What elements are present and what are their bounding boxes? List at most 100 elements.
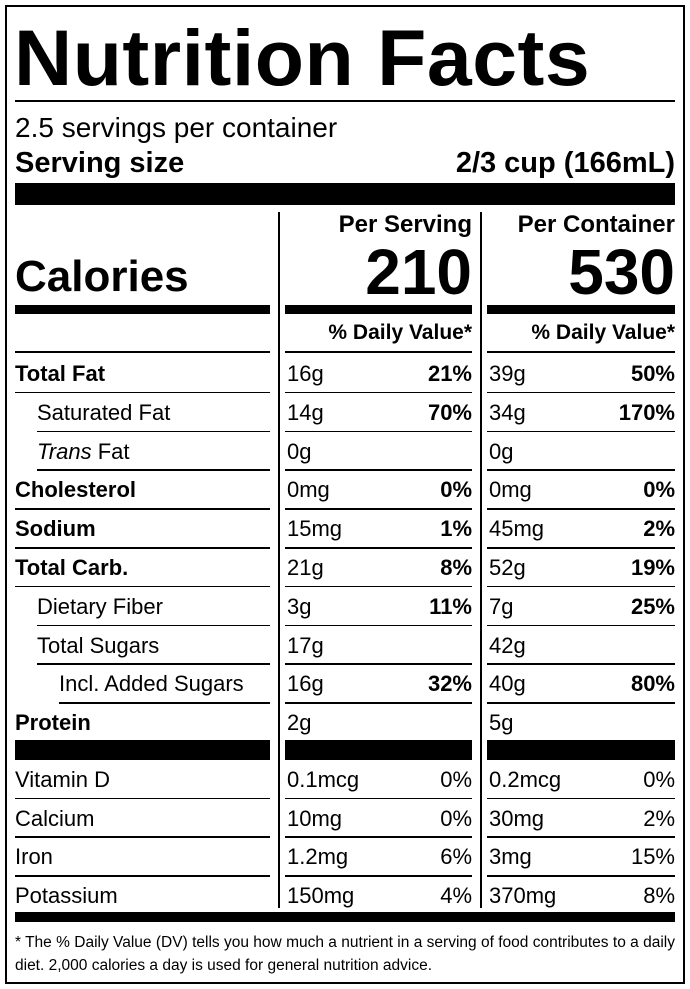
row-name: Potassium — [15, 882, 118, 908]
daily-value: 1% — [440, 516, 472, 542]
row-name: Sodium — [15, 516, 96, 542]
daily-value: 19% — [630, 555, 675, 580]
column-heading: Per Serving — [338, 211, 472, 238]
thick-bar — [487, 740, 675, 760]
daily-value: 50% — [630, 361, 675, 386]
row-name: Incl. Added Sugars — [59, 671, 244, 697]
row-name: Vitamin D — [15, 767, 110, 792]
daily-value: 0% — [643, 477, 675, 503]
daily-value: 21% — [427, 361, 472, 386]
row-name-rest: Fat — [97, 438, 130, 464]
rule — [285, 469, 472, 471]
calories-bar — [15, 305, 270, 314]
amount: 14g — [287, 399, 324, 425]
daily-value: 0% — [440, 477, 472, 503]
rule — [487, 663, 675, 665]
rule — [285, 624, 472, 627]
rule — [285, 797, 472, 800]
daily-value: 0% — [440, 805, 472, 831]
dv-heading: % Daily Value* — [531, 321, 675, 344]
serving-size-label: Serving size — [15, 147, 185, 179]
daily-value: 0% — [440, 767, 472, 792]
amount: 21g — [287, 555, 324, 580]
amount: 39g — [489, 361, 526, 386]
amount: 0mg — [287, 477, 330, 503]
dv-heading: % Daily Value* — [328, 321, 472, 344]
rule — [487, 585, 675, 588]
row-name: Trans Fat — [37, 438, 130, 464]
rule — [487, 875, 675, 877]
rule — [487, 836, 675, 838]
rule — [15, 797, 270, 800]
daily-value: 0% — [643, 767, 675, 792]
amount: 3g — [287, 593, 312, 619]
row-name: Dietary Fiber — [37, 593, 163, 619]
rule — [487, 508, 675, 510]
amount: 370mg — [489, 882, 557, 908]
rule — [285, 702, 472, 704]
serving-size: 2/3 cup (166mL) — [455, 147, 675, 179]
daily-value: 32% — [427, 671, 472, 697]
amount: 16g — [287, 361, 324, 386]
daily-value: 2% — [643, 516, 675, 542]
daily-value: 8% — [643, 882, 675, 908]
amount: 0mg — [489, 477, 532, 503]
rule — [487, 469, 675, 471]
daily-value: 80% — [630, 671, 675, 697]
rule — [37, 469, 270, 471]
title: Nutrition Facts — [14, 13, 591, 102]
rule — [285, 391, 472, 394]
row-name: Calcium — [15, 805, 95, 831]
calories-label: Calories — [15, 252, 189, 301]
calories-bar — [487, 305, 675, 314]
amount: 16g — [287, 671, 324, 697]
rule — [487, 351, 675, 353]
amount: 15mg — [287, 516, 343, 542]
rule — [487, 547, 675, 549]
amount: 42g — [489, 632, 526, 658]
daily-value: 170% — [618, 399, 675, 425]
daily-value: 11% — [429, 593, 472, 619]
amount: 17g — [287, 632, 324, 658]
footnote: * The % Daily Value (DV) tells you how m… — [15, 934, 675, 974]
row-name: Cholesterol — [15, 477, 137, 503]
amount: 30mg — [489, 805, 545, 831]
thick-bar — [15, 183, 675, 205]
row-name: Total Carb. — [15, 555, 129, 580]
daily-value: 4% — [440, 882, 472, 908]
rule — [487, 624, 675, 627]
amount: 3mg — [489, 844, 532, 870]
rule — [285, 351, 472, 353]
amount: 10mg — [287, 805, 343, 831]
calories-value: 210 — [365, 236, 472, 308]
row-name-italic: Trans — [37, 438, 92, 464]
rule — [15, 391, 270, 394]
rule — [37, 624, 270, 627]
column-divider — [480, 212, 482, 908]
row-name: Total Sugars — [37, 632, 160, 658]
row-name: Protein — [15, 710, 91, 736]
daily-value: 15% — [630, 844, 675, 870]
calories-bar — [285, 305, 472, 314]
daily-value: 2% — [643, 805, 675, 831]
rule — [285, 430, 472, 433]
rule — [15, 875, 270, 877]
rule — [59, 702, 270, 704]
daily-value: 6% — [440, 844, 472, 870]
thick-bar — [285, 740, 472, 760]
rule — [285, 547, 472, 549]
rule — [285, 663, 472, 665]
column-heading: Per Container — [517, 211, 675, 238]
row-name: Total Fat — [15, 361, 106, 386]
rule — [15, 100, 675, 102]
rule — [15, 547, 270, 549]
rule — [37, 430, 270, 433]
rule — [487, 797, 675, 800]
label-border — [5, 5, 685, 984]
amount: 34g — [489, 399, 526, 425]
rule — [285, 836, 472, 838]
amount: 150mg — [287, 882, 355, 908]
daily-value: 8% — [440, 555, 472, 580]
rule — [15, 836, 270, 838]
